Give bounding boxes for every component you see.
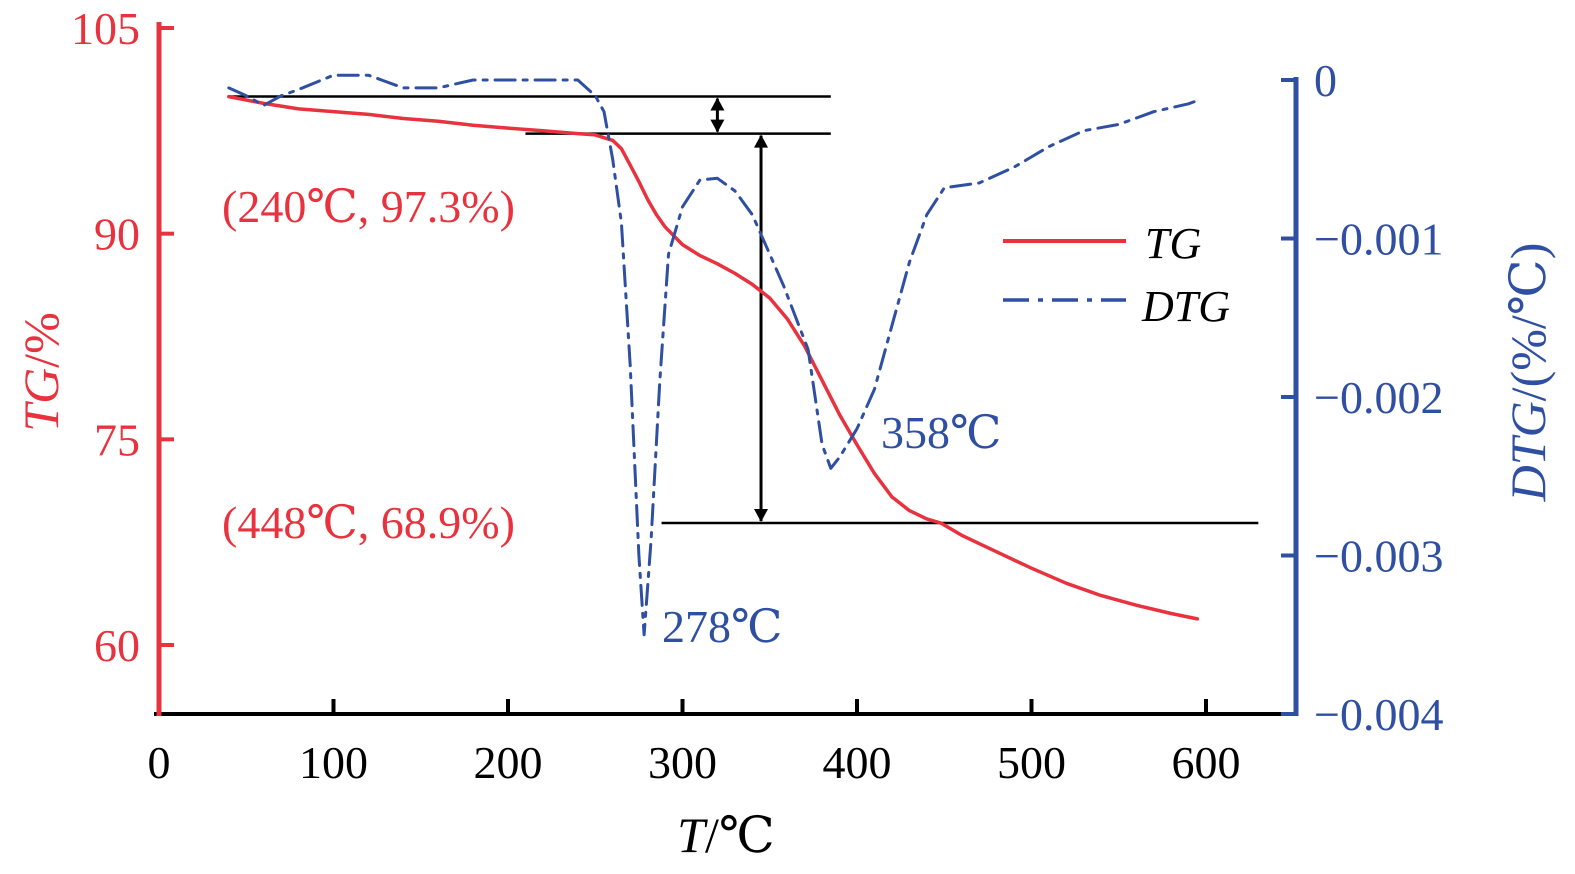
left-tick-label: 60: [94, 620, 140, 671]
x-tick-label: 0: [148, 737, 171, 788]
left-tick-label: 90: [94, 209, 140, 260]
arrow-head-bottom: [754, 508, 769, 522]
annotation-dtg-peak-1: 278℃: [662, 601, 782, 652]
annotation-tg-end: (448℃, 68.9%): [222, 497, 515, 548]
series-tg-line: [227, 94, 1200, 621]
x-tick-label: 300: [648, 737, 717, 788]
legend-dtg-label: DTG: [1141, 282, 1230, 331]
double-arrow: [754, 134, 769, 522]
left-axis-title-unit: /%: [13, 312, 69, 368]
right-tick-label: 0: [1314, 55, 1337, 106]
annotation-dtg-peak-2: 358℃: [881, 407, 1001, 458]
x-axis-title-var: T: [677, 807, 708, 863]
left-axis-title: TG/%: [13, 312, 69, 431]
x-axis-title: T/℃: [677, 807, 775, 863]
legend: TG DTG: [1003, 219, 1230, 331]
x-tick-label: 100: [299, 737, 368, 788]
annotation-tg-start: (240℃, 97.3%): [222, 181, 515, 232]
x-tick-label: 400: [823, 737, 892, 788]
right-axis-title-var: DTG: [1500, 401, 1556, 502]
right-axis-title: DTG/(%/℃): [1500, 243, 1556, 503]
arrow-head-bottom: [710, 119, 725, 133]
x-tick-label: 200: [474, 737, 543, 788]
left-axis-title-var: TG: [13, 368, 69, 432]
x-axis-title-unit: /℃: [705, 807, 775, 863]
right-tick-label: −0.003: [1314, 531, 1443, 582]
series-dtg-line: [227, 73, 1199, 637]
left-tick-label: 105: [71, 3, 140, 54]
right-axis-title-unit: /(%/℃): [1500, 243, 1556, 402]
right-tick-label: −0.004: [1314, 689, 1443, 740]
right-tick-label: −0.002: [1314, 372, 1443, 423]
x-tick-label: 500: [997, 737, 1066, 788]
legend-tg-label: TG: [1145, 219, 1201, 268]
arrow-head-top: [754, 134, 769, 148]
arrow-head-top: [710, 97, 725, 111]
right-tick-label: −0.001: [1314, 214, 1443, 265]
x-tick-label: 600: [1172, 737, 1241, 788]
double-arrow: [710, 97, 725, 133]
left-tick-label: 75: [94, 414, 140, 465]
